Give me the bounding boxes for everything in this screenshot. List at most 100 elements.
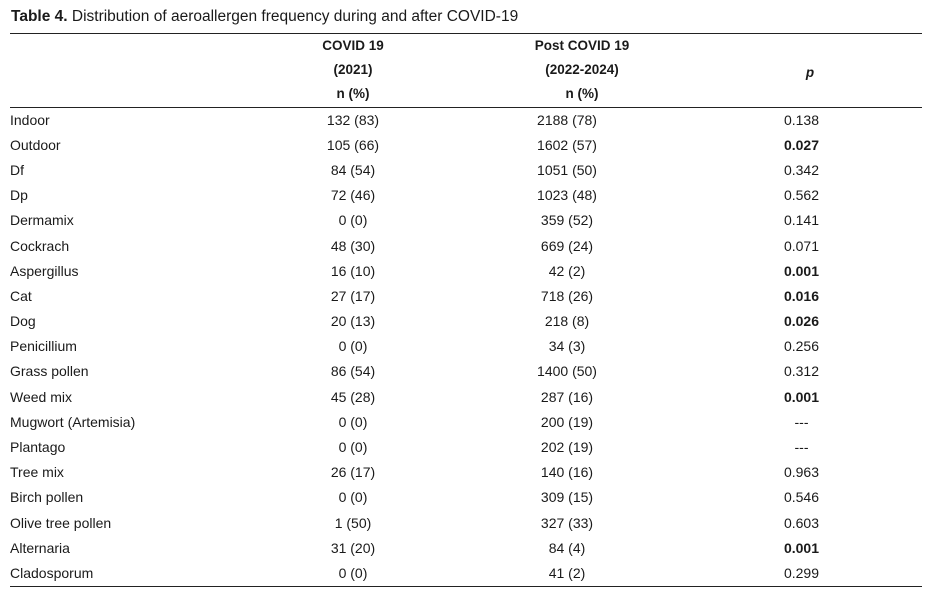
p-value-cell: 0.299: [783, 564, 820, 581]
post-covid-value-cell: 718 (26): [540, 287, 594, 304]
table-row: Df 84 (54) 1051 (50) 0.342: [10, 157, 922, 182]
row-label-cell: Dog: [10, 313, 36, 330]
column-header-post-covid-unit: n (%): [565, 86, 599, 101]
column-header-post-covid-title: Post COVID 19: [534, 38, 630, 53]
p-value-cell: 0.001: [783, 388, 820, 405]
post-covid-value-cell: 202 (19): [540, 439, 594, 456]
covid-value-cell: 0 (0): [338, 564, 368, 581]
covid-value-cell: 105 (66): [326, 136, 380, 153]
post-covid-value-cell: 1051 (50): [537, 161, 597, 178]
covid-value-cell: 0 (0): [338, 439, 368, 456]
post-covid-value-cell: 200 (19): [540, 413, 594, 430]
row-label-cell: Dp: [10, 187, 28, 204]
post-covid-value-cell: 359 (52): [540, 212, 594, 229]
table-row: Dermamix 0 (0) 359 (52) 0.141: [10, 208, 922, 233]
post-covid-value-cell: 1023 (48): [537, 187, 597, 204]
p-value-cell: 0.141: [783, 212, 820, 229]
row-label-cell: Tree mix: [10, 464, 64, 481]
table-row: Cockrach 48 (30) 669 (24) 0.071: [10, 233, 922, 258]
row-label-cell: Olive tree pollen: [10, 514, 112, 531]
table-row: Olive tree pollen 1 (50) 327 (33) 0.603: [10, 510, 922, 535]
p-value-cell: ---: [794, 439, 809, 456]
p-value-cell: 0.071: [783, 237, 820, 254]
covid-value-cell: 84 (54): [330, 161, 376, 178]
table-caption: Table 4. Distribution of aeroallergen fr…: [11, 7, 518, 27]
row-label-cell: Cat: [10, 287, 32, 304]
covid-value-cell: 1 (50): [334, 514, 372, 531]
post-covid-value-cell: 669 (24): [540, 237, 594, 254]
data-table-body: Indoor 132 (83) 2188 (78) 0.138 Outdoor 105 (…: [10, 107, 922, 586]
p-value-cell: 0.342: [783, 161, 820, 178]
covid-value-cell: 45 (28): [330, 388, 376, 405]
p-value-cell: 0.312: [783, 363, 820, 380]
covid-value-cell: 0 (0): [338, 338, 368, 355]
table-row: Tree mix 26 (17) 140 (16) 0.963: [10, 460, 922, 485]
table-row: Indoor 132 (83) 2188 (78) 0.138: [10, 107, 922, 132]
covid-value-cell: 0 (0): [338, 489, 368, 506]
row-label-cell: Indoor: [10, 111, 50, 128]
p-value-cell: 0.562: [783, 187, 820, 204]
covid-value-cell: 72 (46): [330, 187, 376, 204]
post-covid-value-cell: 327 (33): [540, 514, 594, 531]
row-label-cell: Cladosporum: [10, 564, 94, 581]
column-header-covid-title: COVID 19: [322, 38, 384, 53]
p-value-cell: 0.603: [783, 514, 820, 531]
table-caption-text: Distribution of aeroallergen frequency d…: [67, 8, 519, 25]
post-covid-value-cell: 140 (16): [540, 464, 594, 481]
table-row: Alternaria 31 (20) 84 (4) 0.001: [10, 535, 922, 560]
post-covid-value-cell: 41 (2): [548, 564, 586, 581]
p-value-cell: 0.027: [783, 136, 820, 153]
covid-value-cell: 20 (13): [330, 313, 376, 330]
covid-value-cell: 0 (0): [338, 413, 368, 430]
post-covid-value-cell: 1400 (50): [537, 363, 597, 380]
covid-value-cell: 48 (30): [330, 237, 376, 254]
covid-value-cell: 86 (54): [330, 363, 376, 380]
p-value-cell: 0.001: [783, 539, 820, 556]
covid-value-cell: 31 (20): [330, 539, 376, 556]
row-label-cell: Outdoor: [10, 136, 61, 153]
p-value-cell: 0.001: [783, 262, 820, 279]
p-value-cell: 0.026: [783, 313, 820, 330]
row-label-cell: Alternaria: [10, 539, 70, 556]
row-label-cell: Birch pollen: [10, 489, 84, 506]
post-covid-value-cell: 218 (8): [544, 313, 590, 330]
table-bottom-rule: [10, 586, 922, 587]
covid-value-cell: 16 (10): [330, 262, 376, 279]
row-label-cell: Plantago: [10, 439, 66, 456]
column-header-covid-year: (2021): [333, 62, 373, 77]
post-covid-value-cell: 2188 (78): [537, 111, 597, 128]
table-row: Dog 20 (13) 218 (8) 0.026: [10, 309, 922, 334]
table-row: Plantago 0 (0) 202 (19) ---: [10, 434, 922, 459]
table-row: Cladosporum 0 (0) 41 (2) 0.299: [10, 560, 922, 585]
table-caption-label: Table 4.: [11, 8, 68, 25]
post-covid-value-cell: 84 (4): [548, 539, 586, 556]
table-row: Birch pollen 0 (0) 309 (15) 0.546: [10, 485, 922, 510]
post-covid-value-cell: 42 (2): [548, 262, 586, 279]
p-value-cell: ---: [794, 413, 809, 430]
column-header-p-value: p: [805, 65, 815, 80]
p-value-cell: 0.963: [783, 464, 820, 481]
post-covid-value-cell: 309 (15): [540, 489, 594, 506]
post-covid-value-cell: 287 (16): [540, 388, 594, 405]
post-covid-value-cell: 1602 (57): [537, 136, 597, 153]
row-label-cell: Weed mix: [10, 388, 72, 405]
post-covid-value-cell: 34 (3): [548, 338, 586, 355]
table-header-rule: [10, 107, 922, 108]
column-header-covid-unit: n (%): [336, 86, 370, 101]
data-table: Indoor 132 (83) 2188 (78) 0.138 Outdoor 105 (…: [10, 107, 922, 586]
column-header-post-covid-years: (2022-2024): [545, 62, 619, 77]
covid-value-cell: 27 (17): [330, 287, 376, 304]
row-label-cell: Penicillium: [10, 338, 77, 355]
p-value-cell: 0.138: [783, 111, 820, 128]
table-row: Dp 72 (46) 1023 (48) 0.562: [10, 183, 922, 208]
table-row: Mugwort (Artemisia) 0 (0) 200 (19) ---: [10, 409, 922, 434]
table-row: Grass pollen 86 (54) 1400 (50) 0.312: [10, 359, 922, 384]
column-header-post-covid: Post COVID 19 (2022-2024) n (%): [482, 34, 682, 106]
p-value-cell: 0.016: [783, 287, 820, 304]
covid-value-cell: 0 (0): [338, 212, 368, 229]
covid-value-cell: 132 (83): [326, 111, 380, 128]
p-value-cell: 0.546: [783, 489, 820, 506]
column-header-covid: COVID 19 (2021) n (%): [253, 34, 453, 106]
table-row: Outdoor 105 (66) 1602 (57) 0.027: [10, 132, 922, 157]
row-label-cell: Mugwort (Artemisia): [10, 413, 136, 430]
